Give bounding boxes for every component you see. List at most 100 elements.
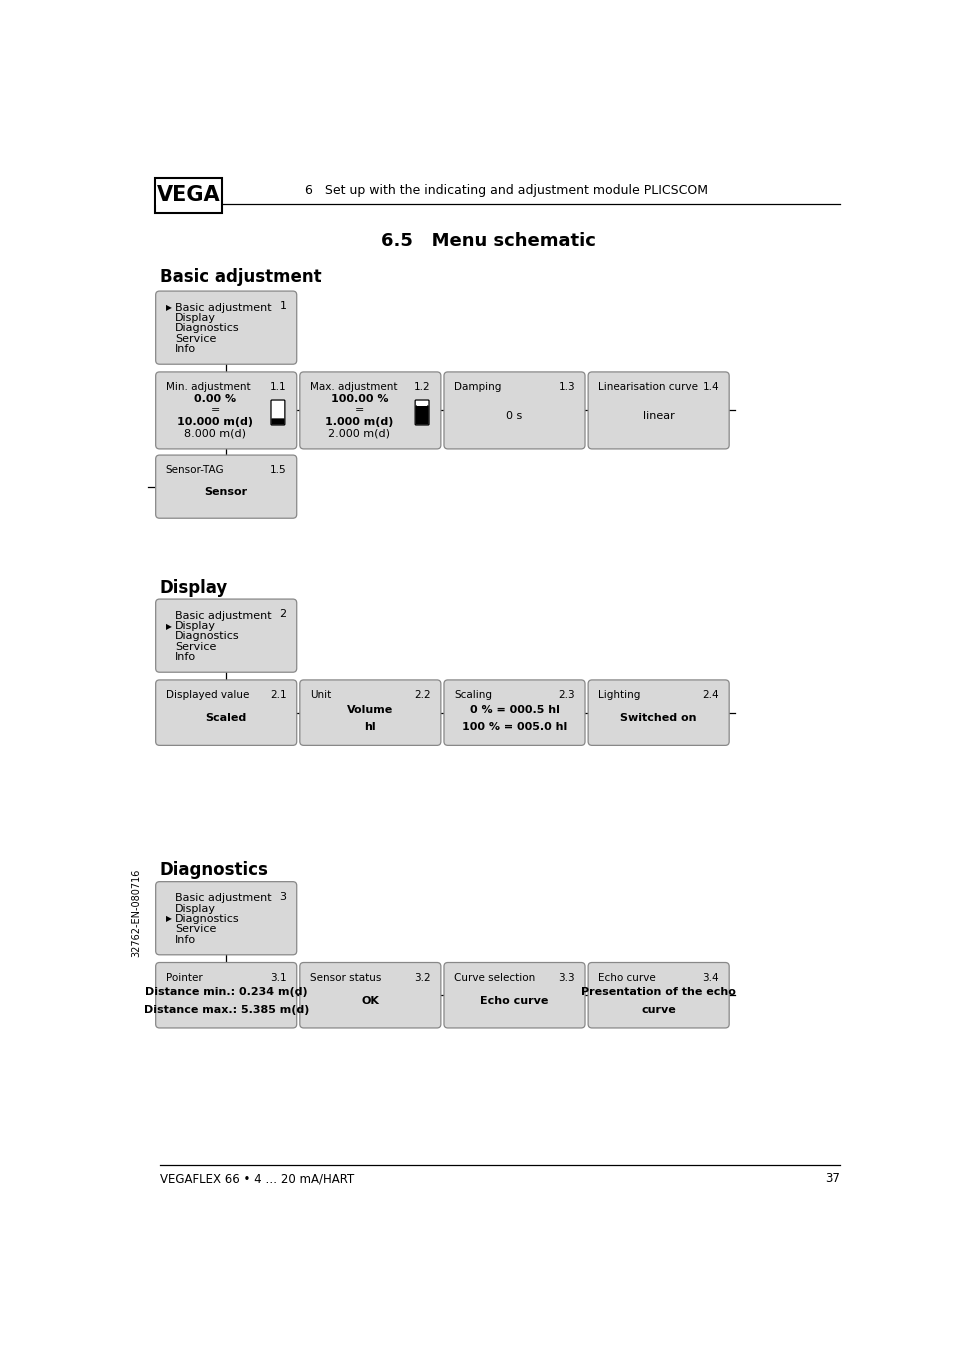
Text: Display: Display <box>174 313 215 324</box>
Text: Service: Service <box>174 333 216 344</box>
Text: Damping: Damping <box>454 382 501 391</box>
Text: 2.000 m(d): 2.000 m(d) <box>328 429 390 439</box>
FancyBboxPatch shape <box>271 418 284 425</box>
FancyBboxPatch shape <box>443 372 584 450</box>
Text: OK: OK <box>361 997 379 1006</box>
Text: Displayed value: Displayed value <box>166 691 249 700</box>
FancyBboxPatch shape <box>154 177 221 214</box>
FancyBboxPatch shape <box>155 598 296 672</box>
FancyBboxPatch shape <box>155 881 296 955</box>
Text: Lighting: Lighting <box>598 691 639 700</box>
Text: 10.000 m(d): 10.000 m(d) <box>177 417 253 427</box>
FancyBboxPatch shape <box>587 963 728 1028</box>
Text: hl: hl <box>364 722 375 733</box>
Text: Basic adjustment: Basic adjustment <box>174 611 272 620</box>
Text: 0 s: 0 s <box>506 412 522 421</box>
FancyBboxPatch shape <box>155 291 296 364</box>
Text: 2.1: 2.1 <box>270 691 286 700</box>
Text: Display: Display <box>159 578 228 597</box>
Text: 37: 37 <box>824 1173 840 1185</box>
Text: 2.3: 2.3 <box>558 691 575 700</box>
Text: Sensor status: Sensor status <box>310 972 381 983</box>
Text: 8.000 m(d): 8.000 m(d) <box>184 429 246 439</box>
Text: Switched on: Switched on <box>619 714 697 723</box>
FancyBboxPatch shape <box>443 680 584 745</box>
Text: Distance max.: 5.385 m(d): Distance max.: 5.385 m(d) <box>143 1005 309 1016</box>
Text: Basic adjustment: Basic adjustment <box>174 894 272 903</box>
Text: 2: 2 <box>279 609 286 619</box>
FancyBboxPatch shape <box>415 405 428 425</box>
Text: Basic adjustment: Basic adjustment <box>174 303 272 313</box>
Text: Info: Info <box>174 934 196 945</box>
Text: 3.3: 3.3 <box>558 972 575 983</box>
Text: Echo curve: Echo curve <box>479 997 548 1006</box>
Text: 1.5: 1.5 <box>270 464 286 475</box>
FancyBboxPatch shape <box>443 963 584 1028</box>
Text: 6.5   Menu schematic: 6.5 Menu schematic <box>381 232 596 250</box>
Text: linear: linear <box>642 412 674 421</box>
Text: Diagnostics: Diagnostics <box>174 631 239 642</box>
Text: Volume: Volume <box>347 704 393 715</box>
Text: 0 % = 000.5 hl: 0 % = 000.5 hl <box>469 704 558 715</box>
Text: Display: Display <box>174 903 215 914</box>
Text: 6   Set up with the indicating and adjustment module PLICSCOM: 6 Set up with the indicating and adjustm… <box>305 184 707 196</box>
Text: Diagnostics: Diagnostics <box>174 324 239 333</box>
Text: 3.2: 3.2 <box>414 972 431 983</box>
FancyBboxPatch shape <box>155 455 296 519</box>
Text: 32762-EN-080716: 32762-EN-080716 <box>132 868 141 957</box>
Text: 1.000 m(d): 1.000 m(d) <box>325 417 394 427</box>
Text: VEGAFLEX 66 • 4 … 20 mA/HART: VEGAFLEX 66 • 4 … 20 mA/HART <box>159 1173 354 1185</box>
Text: Scaling: Scaling <box>454 691 492 700</box>
Text: 2.4: 2.4 <box>701 691 719 700</box>
Text: Display: Display <box>174 621 215 631</box>
FancyBboxPatch shape <box>299 680 440 745</box>
Text: Basic adjustment: Basic adjustment <box>159 268 321 286</box>
Text: ▶: ▶ <box>166 914 172 923</box>
Text: Info: Info <box>174 344 196 353</box>
FancyBboxPatch shape <box>587 680 728 745</box>
Text: Service: Service <box>174 925 216 934</box>
Text: =: = <box>211 405 220 416</box>
Text: 1.3: 1.3 <box>558 382 575 391</box>
Text: Sensor: Sensor <box>205 487 248 497</box>
Text: Linearisation curve: Linearisation curve <box>598 382 698 391</box>
Text: ▶: ▶ <box>166 303 172 313</box>
Text: curve: curve <box>640 1005 676 1016</box>
Text: Scaled: Scaled <box>205 714 247 723</box>
FancyBboxPatch shape <box>299 963 440 1028</box>
Text: 1.1: 1.1 <box>270 382 286 391</box>
FancyBboxPatch shape <box>416 402 427 406</box>
Text: 2.2: 2.2 <box>414 691 431 700</box>
FancyBboxPatch shape <box>299 372 440 450</box>
Text: 0.00 %: 0.00 % <box>194 394 236 403</box>
Text: 3: 3 <box>279 892 286 902</box>
Text: Max. adjustment: Max. adjustment <box>310 382 397 391</box>
Text: 1.4: 1.4 <box>701 382 719 391</box>
Text: Unit: Unit <box>310 691 331 700</box>
Text: 1.2: 1.2 <box>414 382 431 391</box>
Text: VEGA: VEGA <box>156 184 220 204</box>
Text: 3.1: 3.1 <box>270 972 286 983</box>
FancyBboxPatch shape <box>415 399 429 425</box>
Text: ▶: ▶ <box>166 621 172 631</box>
FancyBboxPatch shape <box>155 372 296 450</box>
Text: 1: 1 <box>279 301 286 311</box>
Text: Curve selection: Curve selection <box>454 972 535 983</box>
Text: Diagnostics: Diagnostics <box>159 861 268 879</box>
FancyBboxPatch shape <box>587 372 728 450</box>
Text: Echo curve: Echo curve <box>598 972 656 983</box>
Text: Diagnostics: Diagnostics <box>174 914 239 923</box>
Text: 3.4: 3.4 <box>701 972 719 983</box>
Text: Service: Service <box>174 642 216 651</box>
Text: 100 % = 005.0 hl: 100 % = 005.0 hl <box>461 722 566 733</box>
Text: Min. adjustment: Min. adjustment <box>166 382 250 391</box>
FancyBboxPatch shape <box>155 963 296 1028</box>
Text: Sensor-TAG: Sensor-TAG <box>166 464 224 475</box>
Text: Pointer: Pointer <box>166 972 202 983</box>
FancyBboxPatch shape <box>155 680 296 745</box>
Text: Presentation of the echo: Presentation of the echo <box>580 987 736 997</box>
FancyBboxPatch shape <box>271 399 285 425</box>
Text: 100.00 %: 100.00 % <box>331 394 388 403</box>
Text: Info: Info <box>174 653 196 662</box>
Text: Distance min.: 0.234 m(d): Distance min.: 0.234 m(d) <box>145 987 307 997</box>
